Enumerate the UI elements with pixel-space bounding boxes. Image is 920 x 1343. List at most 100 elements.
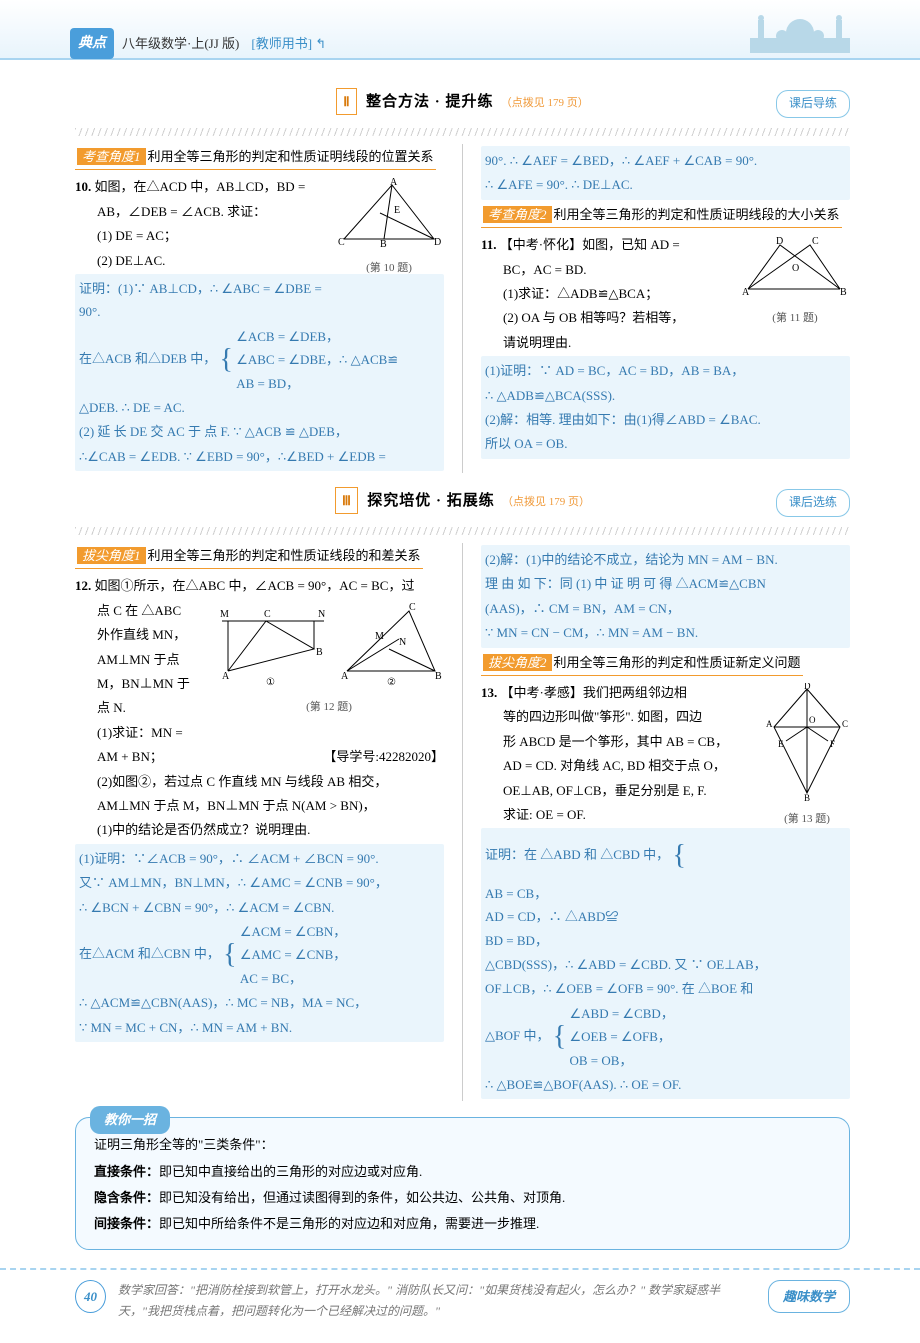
p13-pf2: OF⊥CB，∴ ∠OEB = ∠OFB = 90°. 在 △BOE 和: [485, 977, 846, 1000]
angle2-text: 利用全等三角形的判定和性质证明线段的大小关系: [554, 207, 840, 222]
p10-answer: 证明：(1)∵ AB⊥CD，∴ ∠ABC = ∠DBE = 90°. 在△ACB…: [75, 274, 444, 471]
tips-l3b: 即已知中所给条件不是三角形的对应边和对应角，需要进一步推理.: [159, 1216, 539, 1231]
p13-br1: AB = CB，: [485, 882, 618, 905]
p13-pf3: △BOF 中，: [485, 1028, 550, 1043]
p10-pf1: 证明：(1)∵ AB⊥CD，∴ ∠ABC = ∠DBE = 90°.: [79, 277, 440, 324]
mosque-decor: [740, 8, 860, 58]
svg-text:B: B: [804, 793, 810, 803]
p12-fig: M C N A B ①: [214, 601, 444, 718]
angle2-tag: 考查角度2利用全等三角形的判定和性质证明线段的大小关系: [481, 202, 842, 228]
p12-q2a: (2)如图②，若过点 C 作直线 MN 与线段 AB 相交，: [75, 770, 444, 793]
p12-pf6: ∵ MN = MC + CN，∴ MN = AM + BN.: [79, 1016, 440, 1039]
svg-text:①: ①: [266, 677, 275, 688]
p12-pf5: ∴ △ACM≌△CBN(AAS)，∴ MC = NB，MA = NC，: [79, 991, 440, 1014]
p11-num: 11.: [481, 237, 497, 252]
p11-s1: 【中考·怀化】如图，已知 AD =: [500, 237, 680, 252]
p13-pf4: ∴ △BOE≌△BOF(AAS). ∴ OE = OF.: [485, 1073, 846, 1096]
section3-hint: （点拨见 179 页）: [502, 496, 590, 508]
sharp1-tag: 拔尖角度1利用全等三角形的判定和性质证线段的和差关系: [75, 543, 423, 569]
section2-title: 整合方法 · 提升练: [366, 94, 494, 110]
svg-text:M: M: [220, 609, 229, 620]
p13-brace2: {: [553, 1012, 566, 1062]
svg-text:D: D: [804, 683, 811, 691]
svg-text:C: C: [842, 719, 848, 729]
row2-left: 拔尖角度1利用全等三角形的判定和性质证线段的和差关系 12. 如图①所示，在△A…: [75, 543, 444, 1101]
angle1-tag: 考查角度1利用全等三角形的判定和性质证明线段的位置关系: [75, 144, 436, 170]
svg-text:N: N: [318, 609, 325, 620]
sharp1-text: 利用全等三角形的判定和性质证线段的和差关系: [148, 548, 421, 563]
page-number: 40: [75, 1280, 106, 1313]
section2-badge: 课后导练: [776, 90, 850, 118]
row2-right: (2)解：(1)中的结论不成立，结论为 MN = AM − BN. 理 由 如 …: [481, 543, 850, 1101]
p12r-l1: (2)解：(1)中的结论不成立，结论为 MN = AM − BN.: [485, 548, 846, 571]
p13-answer: 证明：在 △ABD 和 △CBD 中， { AB = CB， AD = CD，∴…: [481, 828, 850, 1099]
p12-code: 【导学号:42282020】: [323, 745, 444, 768]
p12r-l4: ∵ MN = CN − CM，∴ MN = AM − BN.: [485, 621, 846, 644]
p13-pf1: △CBD(SSS)，∴ ∠ABD = ∠CBD. 又 ∵ OE⊥AB，: [485, 953, 846, 976]
section3-banner: Ⅲ 探究培优 · 拓展练 （点拨见 179 页） 课后选练: [75, 487, 850, 515]
section2-hint: （点拨见 179 页）: [501, 97, 589, 109]
p13: D A C O E F B (第 13 题) 13. 【中考·孝感】我们把两组邻…: [481, 681, 850, 1101]
svg-text:B: B: [316, 647, 323, 658]
p12-s1: 如图①所示，在△ABC 中，∠ACB = 90°，AC = BC，过: [95, 578, 415, 593]
sharp2-text: 利用全等三角形的判定和性质证新定义问题: [554, 655, 801, 670]
tips-l1b: 即已知中直接给出的三角形的对应边或对应角.: [159, 1164, 422, 1179]
svg-text:E: E: [778, 739, 784, 749]
p10-b1: ∠ACB = ∠DEB，: [236, 325, 398, 348]
p12-brace-body: ∠ACM = ∠CBN， ∠AMC = ∠CNB， AC = BC，: [240, 920, 347, 990]
p13-br2: AD = CD，∴ △ABD≌: [485, 905, 618, 928]
p12r-l2: 理 由 如 下：同 (1) 中 证 明 可 得 △ACM≌△CBN: [485, 572, 846, 595]
p12-brace: {: [223, 930, 236, 980]
svg-text:D: D: [776, 236, 783, 247]
footer-quote: 数学家回答："把消防栓接到软管上，打开水龙头。" 消防队长又问："如果货栈没有起…: [118, 1280, 756, 1323]
header-title: 八年级数学·上(JJ 版): [122, 32, 239, 55]
p10-fig: A E C B D (第 10 题): [334, 177, 444, 278]
p12-fig-label: (第 12 题): [214, 698, 444, 718]
tips-l2b: 即已知没有给出，但通过读图得到的条件，如公共边、公共角、对顶角.: [159, 1190, 565, 1205]
header-left: 典点 八年级数学·上(JJ 版) [教师用书] ↰: [70, 28, 326, 59]
p12r: (2)解：(1)中的结论不成立，结论为 MN = AM − BN. 理 由 如 …: [481, 545, 850, 648]
p13-br6: OB = OB，: [570, 1049, 674, 1072]
p10-pf5: ∴∠CAB = ∠EDB. ∵ ∠EBD = 90°，∴∠BED + ∠EDB …: [79, 445, 440, 468]
row1-div: [462, 144, 463, 473]
footer: 40 数学家回答："把消防栓接到软管上，打开水龙头。" 消防队长又问："如果货栈…: [0, 1268, 920, 1343]
p13-brace1-body: AB = CB， AD = CD，∴ △ABD≌ BD = BD，: [485, 882, 618, 952]
p12-q1b: AM + BN；: [97, 749, 163, 764]
p10-pf2: 在△ACB 和△DEB 中，: [79, 351, 216, 366]
content: Ⅱ 整合方法 · 提升练 （点拨见 179 页） 课后导练 考查角度1利用全等三…: [0, 60, 920, 1268]
tips-l1a: 直接条件：: [94, 1164, 159, 1179]
p11: D C O A B (第 11 题) 11. 【中考·怀化】如图，已知 AD =…: [481, 233, 850, 461]
p13-br5: ∠OEB = ∠OFB，: [570, 1025, 674, 1048]
p11-answer: (1)证明：∵ AD = BC，AC = BD，AB = BA， ∴ △ADB≌…: [481, 356, 850, 459]
section3-badge: 课后选练: [776, 489, 850, 517]
p13-brace1: {: [672, 831, 685, 881]
sharp2-tag: 拔尖角度2利用全等三角形的判定和性质证新定义问题: [481, 650, 803, 676]
p10r-l2: ∴ ∠AFE = 90°. ∴ DE⊥AC.: [485, 173, 846, 196]
p11-a4: 所以 OA = OB.: [485, 432, 846, 455]
svg-text:O: O: [792, 263, 799, 274]
section2-num: Ⅱ: [336, 88, 356, 115]
p12-pf1: (1)证明：∵∠ACB = 90°，∴ ∠ACM + ∠BCN = 90°.: [79, 847, 440, 870]
header-bar: 典点 八年级数学·上(JJ 版) [教师用书] ↰: [0, 0, 920, 60]
p10-pf3: △DEB. ∴ DE = AC.: [79, 396, 440, 419]
svg-text:C: C: [812, 236, 819, 247]
angle2-num: 考查角度2: [483, 206, 552, 223]
p12-q1a: (1)求证：MN =: [75, 721, 444, 744]
p11-a2: ∴ △ADB≌△BCA(SSS).: [485, 384, 846, 407]
p11-a1: (1)证明：∵ AD = BC，AC = BD，AB = BA，: [485, 359, 846, 382]
p13-s1: 【中考·孝感】我们把两组邻边相: [501, 685, 687, 700]
p12-pf3: ∴ ∠BCN + ∠CBN = 90°，∴ ∠ACM = ∠CBN.: [79, 896, 440, 919]
svg-text:A: A: [222, 671, 230, 682]
p12-answer: (1)证明：∵∠ACB = 90°，∴ ∠ACM + ∠BCN = 90°. 又…: [75, 844, 444, 1042]
svg-text:A: A: [766, 719, 773, 729]
tips-title: 教你一招: [90, 1106, 170, 1133]
p12-num: 12.: [75, 578, 91, 593]
angle1-num: 考查角度1: [77, 148, 146, 165]
svg-text:②: ②: [387, 677, 396, 688]
p13-br3: BD = BD，: [485, 929, 618, 952]
p10r-l1: 90°. ∴ ∠AEF = ∠BED，∴ ∠AEF + ∠CAB = 90°.: [485, 149, 846, 172]
p12-br3: AC = BC，: [240, 967, 347, 990]
p13-fig: D A C O E F B (第 13 题): [764, 683, 850, 830]
p11-q3: 请说明理由.: [481, 331, 850, 354]
angle1-text: 利用全等三角形的判定和性质证明线段的位置关系: [148, 149, 434, 164]
